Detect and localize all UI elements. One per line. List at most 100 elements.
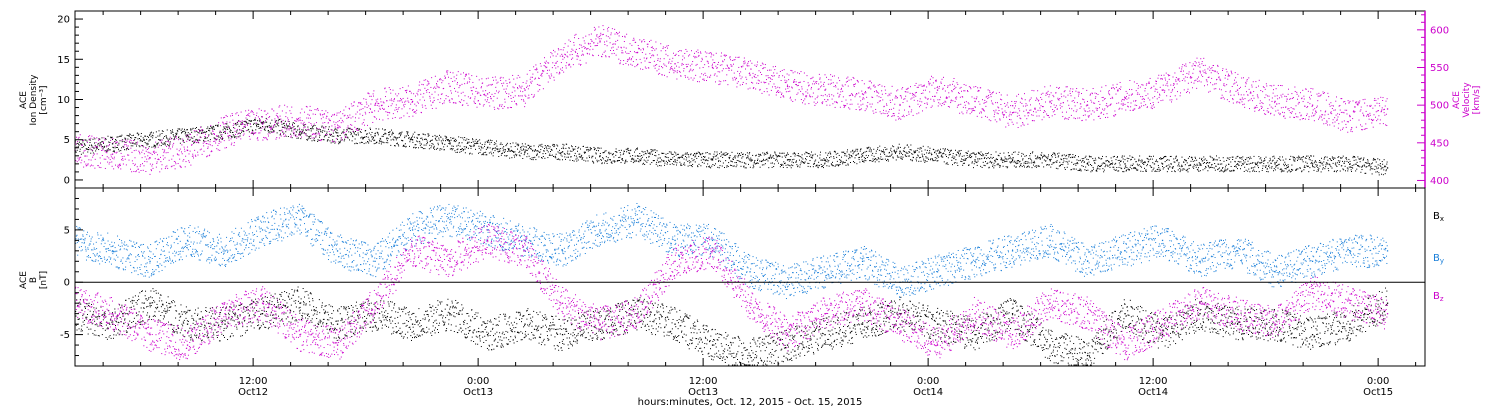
- data-point: [984, 156, 986, 158]
- data-point: [184, 133, 186, 135]
- data-point: [148, 146, 150, 148]
- data-point: [118, 150, 120, 152]
- data-point: [1146, 165, 1148, 167]
- data-point: [130, 142, 132, 144]
- data-point: [991, 162, 992, 164]
- data-point: [463, 72, 464, 74]
- data-point: [1371, 173, 1373, 175]
- data-point: [898, 143, 900, 145]
- data-point: [429, 95, 431, 97]
- data-point: [605, 55, 607, 57]
- data-point: [380, 101, 382, 103]
- data-point: [426, 91, 428, 93]
- data-point: [1270, 159, 1271, 161]
- data-point: [269, 116, 271, 118]
- data-point: [987, 162, 989, 164]
- data-point: [575, 155, 577, 157]
- data-point: [823, 159, 825, 161]
- data-point: [716, 155, 718, 157]
- data-point: [440, 140, 442, 142]
- data-point: [289, 125, 290, 127]
- data-point: [622, 160, 624, 162]
- data-point: [836, 160, 838, 162]
- data-point: [270, 129, 272, 131]
- data-point: [526, 80, 528, 82]
- data-point: [139, 153, 141, 155]
- data-point: [530, 148, 532, 150]
- data-point: [83, 143, 85, 145]
- data-point: [130, 140, 132, 142]
- data-point: [565, 67, 567, 69]
- data-point: [143, 146, 145, 148]
- data-point: [663, 152, 665, 154]
- data-point: [394, 117, 396, 119]
- data-point: [1372, 159, 1374, 161]
- data-point: [1235, 165, 1237, 167]
- data-point: [145, 135, 146, 137]
- data-point: [554, 51, 556, 53]
- data-point: [376, 118, 377, 120]
- data-point: [198, 128, 200, 130]
- data-point: [434, 137, 436, 139]
- data-point: [922, 156, 924, 158]
- data-point: [674, 159, 676, 161]
- data-point: [174, 136, 176, 138]
- data-point: [161, 142, 163, 144]
- data-point: [775, 155, 777, 157]
- data-point: [157, 146, 159, 148]
- data-point: [283, 134, 284, 136]
- data-point: [88, 159, 90, 161]
- data-point: [1144, 162, 1146, 164]
- data-point: [155, 136, 157, 138]
- data-point: [523, 149, 525, 151]
- data-point: [111, 165, 113, 167]
- data-point: [689, 154, 691, 156]
- data-point: [914, 152, 916, 154]
- data-point: [1363, 158, 1364, 160]
- data-point: [630, 149, 632, 151]
- data-point: [221, 137, 223, 139]
- data-point: [840, 159, 842, 161]
- data-point: [842, 151, 844, 153]
- data-point: [827, 152, 829, 154]
- data-point: [480, 87, 482, 89]
- data-point: [419, 99, 421, 101]
- data-point: [443, 146, 445, 148]
- data-point: [613, 156, 615, 158]
- data-point: [372, 121, 374, 123]
- data-point: [92, 152, 94, 154]
- data-point: [1120, 167, 1122, 169]
- data-point: [301, 108, 303, 110]
- data-point: [732, 165, 734, 167]
- data-point: [1092, 166, 1094, 168]
- data-point: [869, 149, 871, 151]
- data-point: [980, 165, 982, 167]
- data-point: [559, 149, 560, 151]
- data-point: [669, 163, 671, 165]
- data-point: [150, 169, 152, 171]
- data-point: [533, 66, 535, 68]
- data-point: [573, 160, 575, 162]
- data-point: [725, 160, 727, 162]
- data-point: [560, 154, 562, 156]
- data-point: [706, 166, 707, 168]
- data-point: [386, 140, 388, 142]
- data-point: [406, 89, 408, 91]
- data-point: [335, 131, 337, 133]
- data-point: [194, 142, 196, 144]
- data-point: [105, 158, 107, 160]
- data-point: [974, 153, 976, 155]
- data-point: [465, 146, 467, 148]
- data-point: [948, 154, 950, 156]
- data-point: [368, 138, 370, 140]
- data-point: [415, 112, 417, 114]
- data-point: [200, 136, 202, 138]
- data-point: [239, 121, 241, 123]
- data-point: [1184, 164, 1186, 166]
- data-point: [930, 158, 932, 160]
- data-point: [288, 125, 290, 127]
- data-point: [550, 154, 552, 156]
- data-point: [270, 126, 272, 128]
- data-point: [203, 140, 205, 142]
- data-point: [214, 133, 215, 135]
